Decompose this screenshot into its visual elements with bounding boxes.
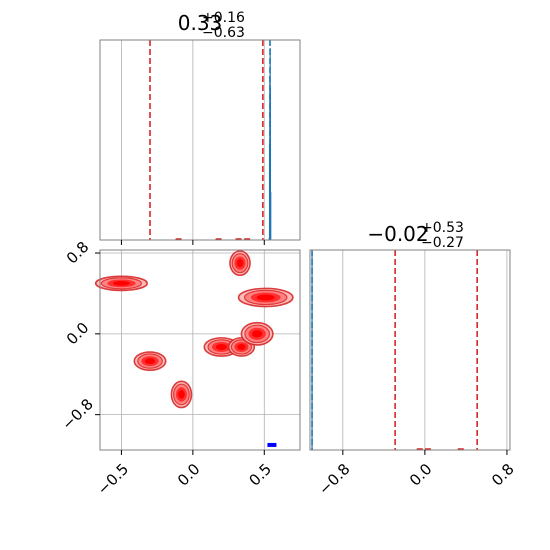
- contour-blob: [133, 351, 167, 372]
- contour-blob: [240, 321, 274, 346]
- contour-blob: [229, 250, 251, 277]
- contour-level: [256, 294, 275, 301]
- contour-blob: [170, 380, 193, 409]
- title-lower-error: −0.27: [421, 235, 464, 251]
- y-tick-label: −0.8: [58, 395, 96, 433]
- panel-top-left-quantile-lines: [149, 40, 271, 240]
- x-tick-label: −0.5: [94, 460, 132, 498]
- y-tick-label: 0.0: [63, 319, 93, 349]
- panel-bottom-left-frame: [99, 249, 301, 451]
- panel-bottom-left: −0.5 0.0 0.5 0.8 0.0 −0.8: [58, 238, 301, 499]
- panel-top-left-ticks: [120, 240, 265, 245]
- contour-level: [178, 390, 185, 399]
- panel-top-left-frame: [99, 39, 301, 241]
- x-tick-label: 0.0: [406, 460, 436, 490]
- y-tick-label: 0.8: [63, 238, 93, 268]
- title-lower-error: −0.63: [202, 25, 245, 41]
- panel-bottom-right-grid: [342, 250, 508, 450]
- panel-bottom-right: −0.8 0.0 0.8 −0.02 +0.53 −0.27: [309, 220, 518, 499]
- panel-bottom-right-quantile-lines: [311, 250, 478, 450]
- title-upper-error: +0.53: [421, 220, 464, 236]
- panel-top-left-grid: [121, 40, 265, 240]
- x-tick-label: −0.8: [315, 460, 353, 498]
- contour-blob: [237, 287, 294, 308]
- contour-level: [236, 259, 244, 268]
- x-tick-label: 0.5: [245, 460, 275, 490]
- x-tick-label: 0.8: [488, 460, 518, 490]
- panel-bottom-right-background: [310, 250, 510, 450]
- panel-bottom-right-ticks: −0.8 0.0 0.8: [315, 450, 518, 499]
- contour-level: [112, 281, 130, 286]
- panel-top-left-background: [100, 40, 300, 240]
- title-upper-error: +0.16: [202, 10, 245, 26]
- panel-top-left: 0.33 +0.16 −0.63: [99, 10, 301, 245]
- panel-bottom-right-frame: [309, 249, 511, 451]
- panel-bottom-left-contours: [94, 250, 294, 409]
- contour-level: [215, 343, 228, 350]
- x-tick-label: 0.0: [174, 460, 204, 490]
- title-value: 0.33: [178, 11, 223, 35]
- contour-level: [251, 330, 263, 338]
- contour-level: [144, 358, 156, 365]
- panel-top-left-title: 0.33: [178, 11, 223, 35]
- contour-blob: [94, 275, 148, 292]
- title-value: −0.02: [367, 222, 428, 246]
- contour-level: [237, 343, 246, 350]
- blue-marker: [267, 442, 277, 447]
- panel-bottom-right-title: −0.02: [367, 222, 428, 246]
